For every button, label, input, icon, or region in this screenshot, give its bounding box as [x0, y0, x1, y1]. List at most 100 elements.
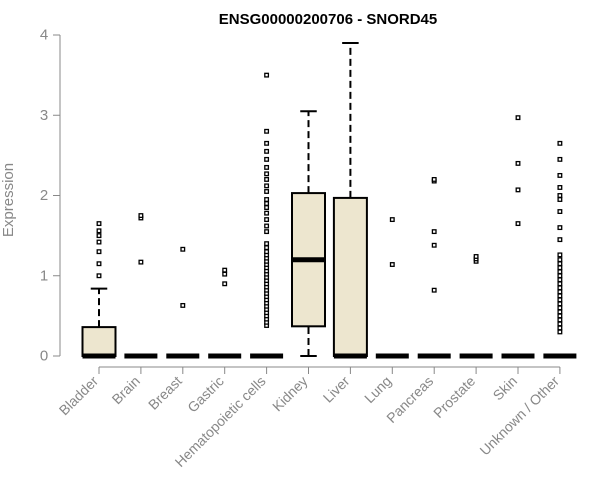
- outlier-point: [96, 233, 102, 239]
- outlier-point: [557, 269, 563, 275]
- outlier-point: [557, 261, 563, 267]
- box-kidney: [291, 110, 326, 357]
- x-tick-label: Prostate: [430, 373, 478, 421]
- outlier-point: [264, 148, 270, 154]
- outlier-point: [557, 193, 563, 198]
- box-hematopoietic-cells: [250, 72, 284, 359]
- outlier-point: [431, 176, 437, 182]
- outlier-point: [222, 271, 228, 277]
- outlier-point: [264, 223, 270, 229]
- box-gastric: [208, 267, 242, 359]
- outlier-point: [264, 245, 270, 251]
- outlier-point: [557, 277, 563, 283]
- outlier-point: [96, 249, 102, 255]
- outlier-point: [557, 305, 563, 311]
- x-tick-label: Liver: [320, 373, 353, 406]
- outlier-point: [557, 329, 563, 335]
- y-tick-label: 3: [40, 107, 48, 124]
- outlier-point: [557, 301, 563, 307]
- outlier-point: [557, 252, 563, 258]
- outlier-point: [431, 242, 437, 248]
- outlier-point: [557, 140, 563, 146]
- box-prostate: [459, 254, 493, 359]
- outlier-point: [264, 164, 270, 170]
- outlier-point: [264, 171, 270, 177]
- x-tick-label: Pancreas: [383, 373, 436, 426]
- box-liver: [332, 42, 368, 359]
- y-tick-label: 1: [40, 267, 48, 284]
- outlier-point: [557, 209, 563, 214]
- y-tick-label: 2: [40, 187, 48, 204]
- box-bladder: [81, 221, 117, 359]
- outlier-point: [96, 221, 102, 227]
- y-tick-label: 0: [40, 348, 48, 365]
- outlier-point: [473, 254, 479, 259]
- y-tick-label: 4: [40, 27, 48, 44]
- outlier-point: [264, 205, 270, 210]
- outlier-point: [264, 176, 270, 182]
- x-tick-label: Lung: [361, 373, 394, 406]
- outlier-point: [264, 201, 270, 206]
- outlier-point: [557, 309, 563, 315]
- outlier-point: [557, 297, 563, 303]
- x-tick-label: Brain: [109, 373, 143, 407]
- box-body: [332, 196, 368, 357]
- outlier-point: [431, 229, 437, 235]
- outlier-point: [264, 217, 270, 223]
- outlier-point: [264, 156, 270, 162]
- outlier-point: [264, 140, 270, 146]
- y-axis: 0 1 2 3 4: [40, 27, 61, 365]
- x-tick-label: Skin: [490, 373, 521, 404]
- outlier-point: [557, 237, 563, 243]
- outlier-point: [557, 317, 563, 323]
- outlier-point: [557, 293, 563, 299]
- outlier-point: [557, 281, 563, 287]
- outlier-point: [557, 225, 563, 231]
- x-tick-label: Breast: [145, 373, 185, 413]
- outlier-point: [222, 267, 228, 273]
- x-tick-label: Unknown / Other: [476, 373, 562, 459]
- outlier-point: [222, 281, 228, 287]
- outlier-point: [557, 325, 563, 331]
- chart-title: ENSG00000200706 - SNORD45: [219, 11, 437, 28]
- outlier-point: [180, 302, 186, 308]
- box-body: [81, 326, 117, 357]
- outlier-point: [557, 257, 563, 263]
- box-breast: [166, 246, 200, 359]
- outlier-point: [264, 128, 270, 134]
- outlier-point: [264, 229, 270, 235]
- outlier-point: [515, 115, 521, 121]
- outlier-point: [557, 197, 563, 202]
- outlier-point: [515, 221, 521, 227]
- outlier-point: [557, 265, 563, 271]
- outlier-point: [515, 187, 521, 193]
- y-axis-label: Expression: [0, 163, 17, 237]
- outlier-point: [389, 217, 395, 223]
- outlier-point: [264, 197, 270, 202]
- outlier-point: [264, 183, 270, 189]
- outlier-point: [96, 228, 102, 234]
- outlier-point: [557, 273, 563, 279]
- outlier-point: [557, 313, 563, 319]
- outlier-point: [264, 210, 270, 216]
- outlier-point: [264, 249, 270, 255]
- outlier-point: [557, 172, 563, 178]
- outlier-point: [557, 156, 563, 162]
- outlier-point: [180, 246, 186, 252]
- outlier-point: [557, 185, 563, 190]
- outlier-point: [264, 241, 270, 247]
- outlier-point: [557, 321, 563, 327]
- outlier-point: [264, 189, 270, 194]
- outlier-point: [96, 261, 102, 267]
- outlier-point: [557, 285, 563, 291]
- box-skin: [501, 115, 535, 359]
- boxes-layer: [81, 42, 577, 359]
- outlier-point: [389, 262, 395, 267]
- outlier-point: [138, 213, 144, 219]
- box-unknown-other: [543, 140, 577, 359]
- x-tick-label: Kidney: [269, 373, 311, 415]
- outlier-point: [431, 287, 437, 293]
- box-lung: [375, 217, 409, 359]
